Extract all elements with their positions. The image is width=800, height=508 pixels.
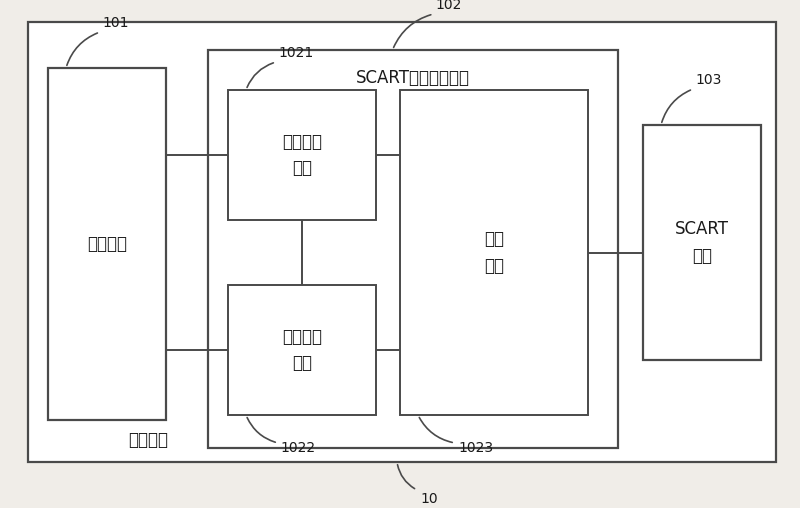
Bar (228, 285, 376, 415)
Text: 电子设备: 电子设备 (128, 431, 168, 449)
Bar (643, 125, 761, 360)
Text: 10: 10 (420, 492, 438, 506)
Text: 1021: 1021 (278, 46, 314, 60)
Text: 第一开关
电路: 第一开关 电路 (282, 133, 322, 177)
Text: 1023: 1023 (458, 441, 493, 455)
Bar (400, 90, 588, 415)
Bar (28, 22, 776, 462)
Text: SCART接口控制电路: SCART接口控制电路 (356, 69, 470, 87)
Text: 101: 101 (102, 16, 129, 30)
Bar (208, 50, 618, 448)
Text: 102: 102 (435, 0, 462, 12)
Bar (228, 90, 376, 220)
Text: 103: 103 (695, 73, 722, 87)
Text: SCART
接口: SCART 接口 (675, 220, 729, 265)
Text: 第二开关
电路: 第二开关 电路 (282, 328, 322, 372)
Text: 分压
电路: 分压 电路 (484, 230, 504, 275)
Text: 1022: 1022 (280, 441, 315, 455)
Text: 处理芯片: 处理芯片 (87, 235, 127, 253)
Bar (48, 68, 166, 420)
